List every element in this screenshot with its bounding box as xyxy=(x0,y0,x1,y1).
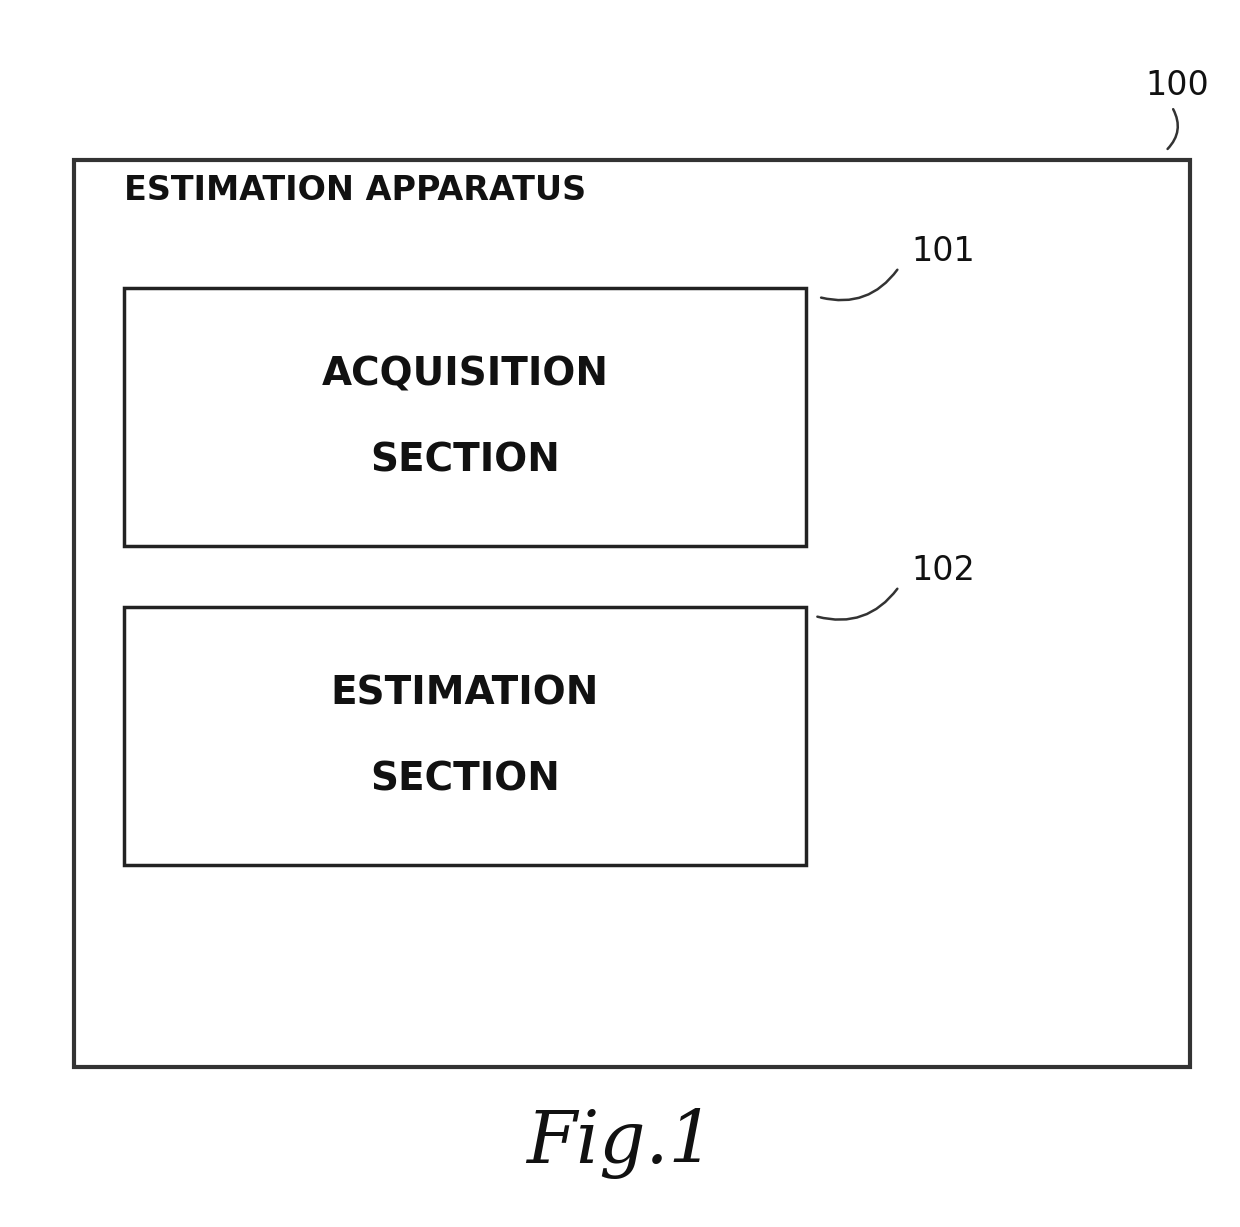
FancyBboxPatch shape xyxy=(124,607,806,865)
Text: 100: 100 xyxy=(1146,70,1209,102)
Text: 101: 101 xyxy=(911,236,975,267)
Text: ESTIMATION: ESTIMATION xyxy=(331,675,599,712)
Text: Fig.1: Fig.1 xyxy=(526,1108,714,1179)
Text: 102: 102 xyxy=(911,555,976,587)
Text: ACQUISITION: ACQUISITION xyxy=(321,356,609,393)
FancyBboxPatch shape xyxy=(74,160,1190,1067)
Text: ESTIMATION APPARATUS: ESTIMATION APPARATUS xyxy=(124,174,587,206)
Text: SECTION: SECTION xyxy=(370,442,560,479)
FancyBboxPatch shape xyxy=(124,288,806,546)
Text: SECTION: SECTION xyxy=(370,761,560,798)
